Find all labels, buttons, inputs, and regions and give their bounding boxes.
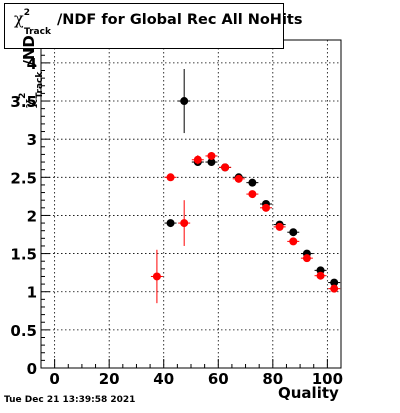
data-point [180, 97, 189, 106]
data-point [207, 151, 216, 160]
data-point [289, 237, 298, 246]
title-subscript: Track [23, 26, 51, 37]
x-tick-label: 60 [208, 370, 229, 388]
ylabel-rest: /ND [20, 35, 38, 66]
title-rest: /NDF for Global Rec All NoHits [56, 12, 303, 28]
x-axis-label: Quality [278, 384, 339, 402]
y-tick-label: 2.5 [10, 169, 37, 187]
y-tick-label: 3.5 [10, 93, 37, 111]
data-point [152, 272, 161, 281]
data-point [193, 155, 202, 164]
data-point [330, 278, 339, 287]
data-point [180, 219, 189, 228]
data-point [166, 219, 175, 228]
data-point [207, 158, 216, 167]
y-axis-label: χ2 Track/ND [18, 35, 45, 108]
ylabel-subscript: Track [35, 71, 45, 99]
ylabel-chi-symbol: χ [20, 98, 38, 108]
y-tick-label: 0 [27, 360, 37, 378]
data-point [316, 271, 325, 280]
data-point [248, 190, 257, 199]
data-point [262, 203, 270, 212]
title-superscript: 2 [23, 8, 30, 19]
y-tick-label: 3 [27, 131, 37, 149]
title-box: χ2 Track/NDF for Global Rec All NoHits [4, 3, 302, 49]
y-tick-label: 1.5 [10, 246, 37, 264]
data-point [289, 228, 298, 237]
title-chi-symbol: χ [14, 9, 24, 28]
plot-frame [40, 39, 342, 369]
x-tick-label: 20 [99, 370, 120, 388]
data-point [330, 284, 339, 293]
timestamp: Tue Dec 21 13:39:58 2021 [4, 395, 136, 405]
data-point [275, 222, 284, 231]
data-point [234, 174, 243, 183]
y-tick-label: 1 [27, 284, 37, 302]
x-tick-label: 0 [49, 370, 59, 388]
x-tick-label: 80 [262, 370, 283, 388]
data-point [221, 163, 230, 172]
data-point [302, 254, 311, 263]
y-tick-label: 4 [27, 55, 37, 73]
x-tick-label: 100 [312, 370, 343, 388]
ylabel-superscript: 2 [18, 92, 28, 99]
data-point [166, 173, 175, 182]
chart-title: χ2 Track/NDF for Global Rec All NoHits [14, 8, 303, 37]
data-point [248, 178, 257, 187]
y-tick-label: 2 [27, 207, 37, 225]
y-tick-label: 0.5 [10, 322, 37, 340]
x-tick-label: 40 [153, 370, 174, 388]
